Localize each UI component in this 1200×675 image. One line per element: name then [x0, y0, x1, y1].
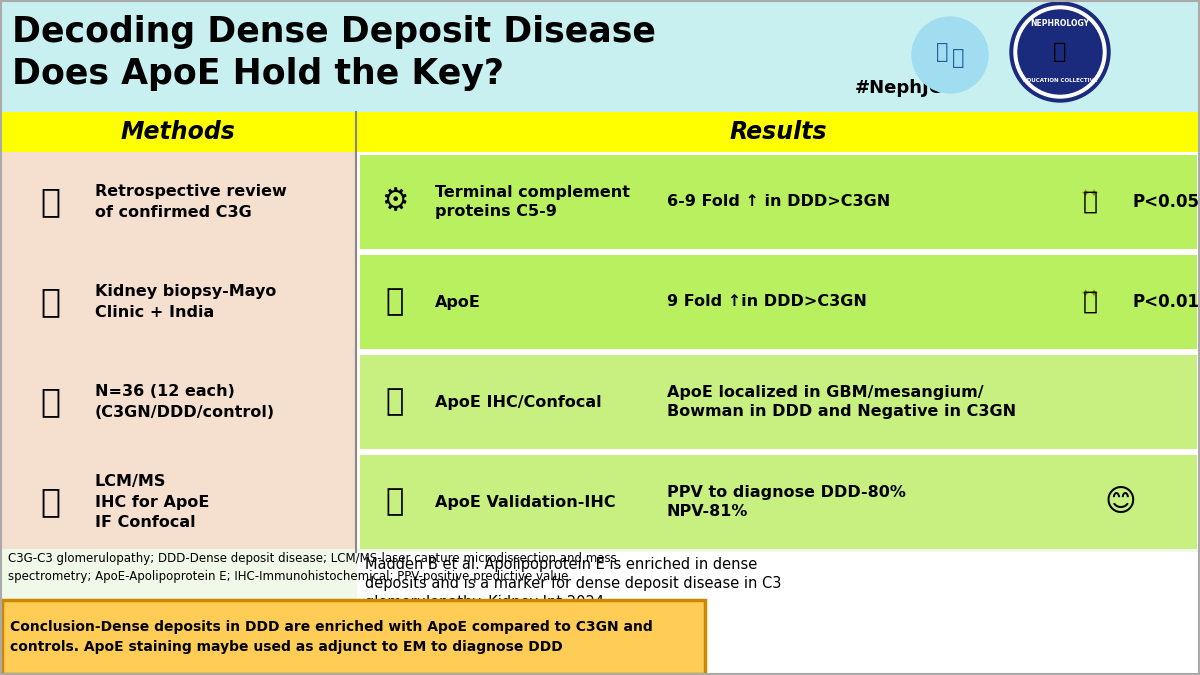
- Text: 👥: 👥: [40, 385, 60, 418]
- Text: 🏅: 🏅: [386, 487, 404, 516]
- Text: P<0.01: P<0.01: [1132, 293, 1199, 311]
- Circle shape: [1010, 2, 1110, 102]
- Text: NEPHROLOGY: NEPHROLOGY: [1031, 20, 1090, 28]
- FancyBboxPatch shape: [0, 549, 1200, 599]
- Text: 6-9 Fold ↑ in DDD>C3GN: 6-9 Fold ↑ in DDD>C3GN: [667, 194, 890, 209]
- Circle shape: [1014, 6, 1106, 98]
- Text: 🏛: 🏛: [40, 186, 60, 219]
- FancyBboxPatch shape: [0, 112, 355, 152]
- Text: EDUCATION COLLECTIVE: EDUCATION COLLECTIVE: [1022, 78, 1097, 82]
- Text: VA by Jasmine Sethi    @JasmineNephro: VA by Jasmine Sethi @JasmineNephro: [365, 614, 655, 629]
- FancyBboxPatch shape: [0, 152, 355, 552]
- Text: C3G-C3 glomerulopathy; DDD-Dense deposit disease; LCM/MS-laser capture microdiss: C3G-C3 glomerulopathy; DDD-Dense deposit…: [8, 552, 617, 583]
- Text: #NephJC: #NephJC: [854, 79, 943, 97]
- FancyBboxPatch shape: [358, 112, 1200, 152]
- Text: 🧬: 🧬: [386, 288, 404, 317]
- Text: Methods: Methods: [120, 120, 235, 144]
- FancyBboxPatch shape: [2, 600, 706, 674]
- FancyBboxPatch shape: [0, 0, 1200, 112]
- Text: LCM/MS
IHC for ApoE
IF Confocal: LCM/MS IHC for ApoE IF Confocal: [95, 474, 209, 530]
- Text: glomerulopathy. Kidney Int 2024: glomerulopathy. Kidney Int 2024: [365, 595, 604, 610]
- FancyBboxPatch shape: [358, 152, 1200, 552]
- Text: ✦✦: ✦✦: [1081, 189, 1099, 199]
- Text: ✦✦: ✦✦: [1081, 289, 1099, 299]
- FancyBboxPatch shape: [360, 255, 1198, 349]
- Text: N=36 (12 each)
(C3GN/DDD/control): N=36 (12 each) (C3GN/DDD/control): [95, 384, 275, 420]
- Text: 🫘: 🫘: [936, 42, 948, 62]
- Circle shape: [912, 17, 988, 93]
- FancyBboxPatch shape: [360, 155, 1198, 249]
- Text: ApoE IHC/Confocal: ApoE IHC/Confocal: [436, 394, 601, 410]
- Text: P<0.05: P<0.05: [1132, 193, 1199, 211]
- Text: ApoE: ApoE: [436, 294, 481, 310]
- Text: Retrospective review
of confirmed C3G: Retrospective review of confirmed C3G: [95, 184, 287, 219]
- Text: Conclusion-Dense deposits in DDD are enriched with ApoE compared to C3GN and
con: Conclusion-Dense deposits in DDD are enr…: [10, 620, 653, 654]
- Text: 🫘: 🫘: [952, 48, 965, 68]
- Text: Kidney biopsy-Mayo
Clinic + India: Kidney biopsy-Mayo Clinic + India: [95, 284, 276, 320]
- Text: 🫀: 🫀: [40, 286, 60, 319]
- Text: Does ApoE Hold the Key?: Does ApoE Hold the Key?: [12, 57, 504, 91]
- Text: 🔬: 🔬: [40, 485, 60, 518]
- Text: Results: Results: [730, 120, 827, 144]
- FancyBboxPatch shape: [360, 355, 1198, 449]
- Text: Terminal complement
proteins C5-9: Terminal complement proteins C5-9: [436, 184, 630, 219]
- Circle shape: [1018, 10, 1102, 94]
- Text: 😊: 😊: [1104, 487, 1136, 516]
- Text: 👍: 👍: [1082, 190, 1098, 214]
- Text: PPV to diagnose DDD-80%
NPV-81%: PPV to diagnose DDD-80% NPV-81%: [667, 485, 906, 519]
- Text: ApoE localized in GBM/mesangium/
Bowman in DDD and Negative in C3GN: ApoE localized in GBM/mesangium/ Bowman …: [667, 385, 1016, 419]
- Text: ⚙: ⚙: [382, 188, 409, 217]
- Text: Madden B et al. Apolipoprotein E is enriched in dense: Madden B et al. Apolipoprotein E is enri…: [365, 557, 757, 572]
- FancyBboxPatch shape: [360, 455, 1198, 549]
- Text: 🔬: 🔬: [386, 387, 404, 416]
- Text: ApoE Validation-IHC: ApoE Validation-IHC: [436, 495, 616, 510]
- FancyBboxPatch shape: [358, 552, 1200, 675]
- Text: 👤: 👤: [1054, 42, 1067, 62]
- Text: 👍: 👍: [1082, 290, 1098, 314]
- Text: 9 Fold ↑in DDD>C3GN: 9 Fold ↑in DDD>C3GN: [667, 294, 866, 310]
- Text: deposits and is a marker for dense deposit disease in C3: deposits and is a marker for dense depos…: [365, 576, 781, 591]
- Text: Decoding Dense Deposit Disease: Decoding Dense Deposit Disease: [12, 15, 656, 49]
